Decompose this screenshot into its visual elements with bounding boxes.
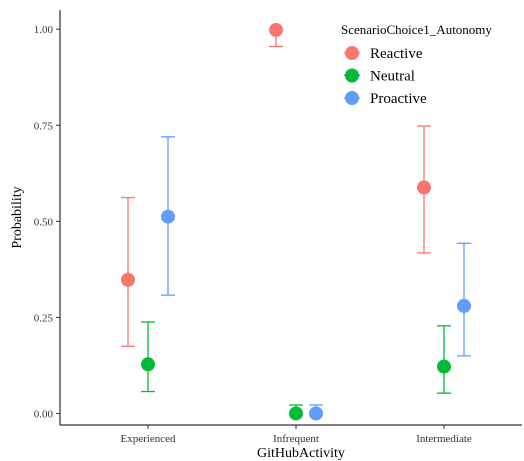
y-tick-label: 0.25 bbox=[34, 312, 54, 324]
data-point bbox=[457, 298, 471, 313]
legend: ScenarioChoice1_Autonomy Reactive Neutral… bbox=[341, 22, 492, 107]
legend-item-proactive: Proactive bbox=[344, 91, 427, 107]
y-tick-label: 0.00 bbox=[34, 408, 54, 420]
x-ticks: Experienced Infrequent Intermediate bbox=[121, 425, 472, 445]
y-ticks: 0.00 0.25 0.50 0.75 1.00 bbox=[34, 24, 60, 420]
data-point bbox=[269, 22, 283, 37]
legend-key-point bbox=[345, 46, 359, 60]
legend-item-reactive: Reactive bbox=[344, 46, 423, 62]
data-point bbox=[417, 180, 431, 195]
x-tick-label: Infrequent bbox=[273, 433, 319, 445]
data-point bbox=[141, 357, 155, 372]
x-tick-label: Intermediate bbox=[416, 433, 472, 445]
data-point bbox=[121, 272, 135, 287]
legend-label: Reactive bbox=[370, 46, 423, 62]
y-axis-title: Probability bbox=[10, 186, 25, 248]
y-tick-label: 0.50 bbox=[34, 216, 54, 228]
legend-label: Neutral bbox=[370, 69, 415, 85]
series-layer bbox=[121, 22, 471, 421]
legend-items: Reactive Neutral Proactive bbox=[344, 46, 427, 107]
data-point bbox=[161, 209, 175, 224]
series-proactive bbox=[161, 136, 471, 421]
legend-item-neutral: Neutral bbox=[344, 68, 415, 85]
x-axis-title: GitHubActivity bbox=[257, 446, 345, 461]
data-point bbox=[289, 406, 303, 421]
x-tick-label: Experienced bbox=[121, 433, 176, 445]
y-tick-label: 1.00 bbox=[34, 24, 54, 36]
legend-label: Proactive bbox=[370, 91, 427, 107]
legend-key-point bbox=[345, 91, 359, 105]
legend-title: ScenarioChoice1_Autonomy bbox=[341, 22, 492, 37]
legend-key-point bbox=[345, 68, 359, 83]
data-point bbox=[437, 359, 451, 374]
y-tick-label: 0.75 bbox=[34, 120, 54, 132]
data-point bbox=[309, 406, 323, 421]
series-reactive bbox=[121, 22, 431, 347]
series-neutral bbox=[141, 321, 451, 421]
